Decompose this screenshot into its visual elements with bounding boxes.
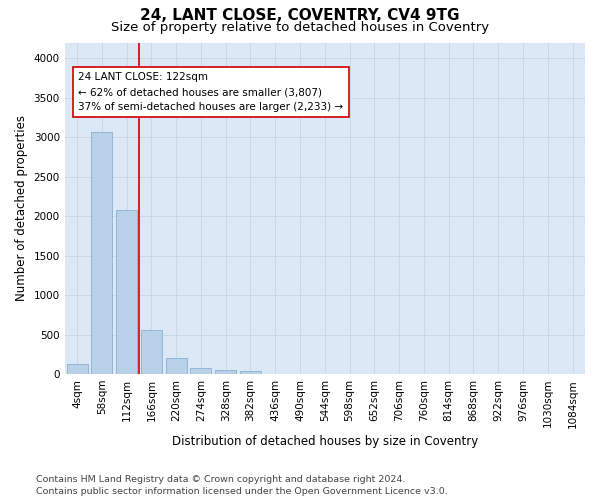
Bar [190, 368, 211, 374]
Text: Size of property relative to detached houses in Coventry: Size of property relative to detached ho… [111, 21, 489, 34]
Bar [91, 132, 112, 374]
Bar [116, 210, 137, 374]
Y-axis label: Number of detached properties: Number of detached properties [15, 116, 28, 302]
Bar [215, 370, 236, 374]
Text: 24 LANT CLOSE: 122sqm
← 62% of detached houses are smaller (3,807)
37% of semi-d: 24 LANT CLOSE: 122sqm ← 62% of detached … [78, 72, 343, 112]
Bar [141, 330, 162, 374]
Text: 24, LANT CLOSE, COVENTRY, CV4 9TG: 24, LANT CLOSE, COVENTRY, CV4 9TG [140, 8, 460, 22]
Bar [67, 364, 88, 374]
X-axis label: Distribution of detached houses by size in Coventry: Distribution of detached houses by size … [172, 434, 478, 448]
Bar [166, 358, 187, 374]
Text: Contains HM Land Registry data © Crown copyright and database right 2024.
Contai: Contains HM Land Registry data © Crown c… [36, 474, 448, 496]
Bar [240, 371, 261, 374]
